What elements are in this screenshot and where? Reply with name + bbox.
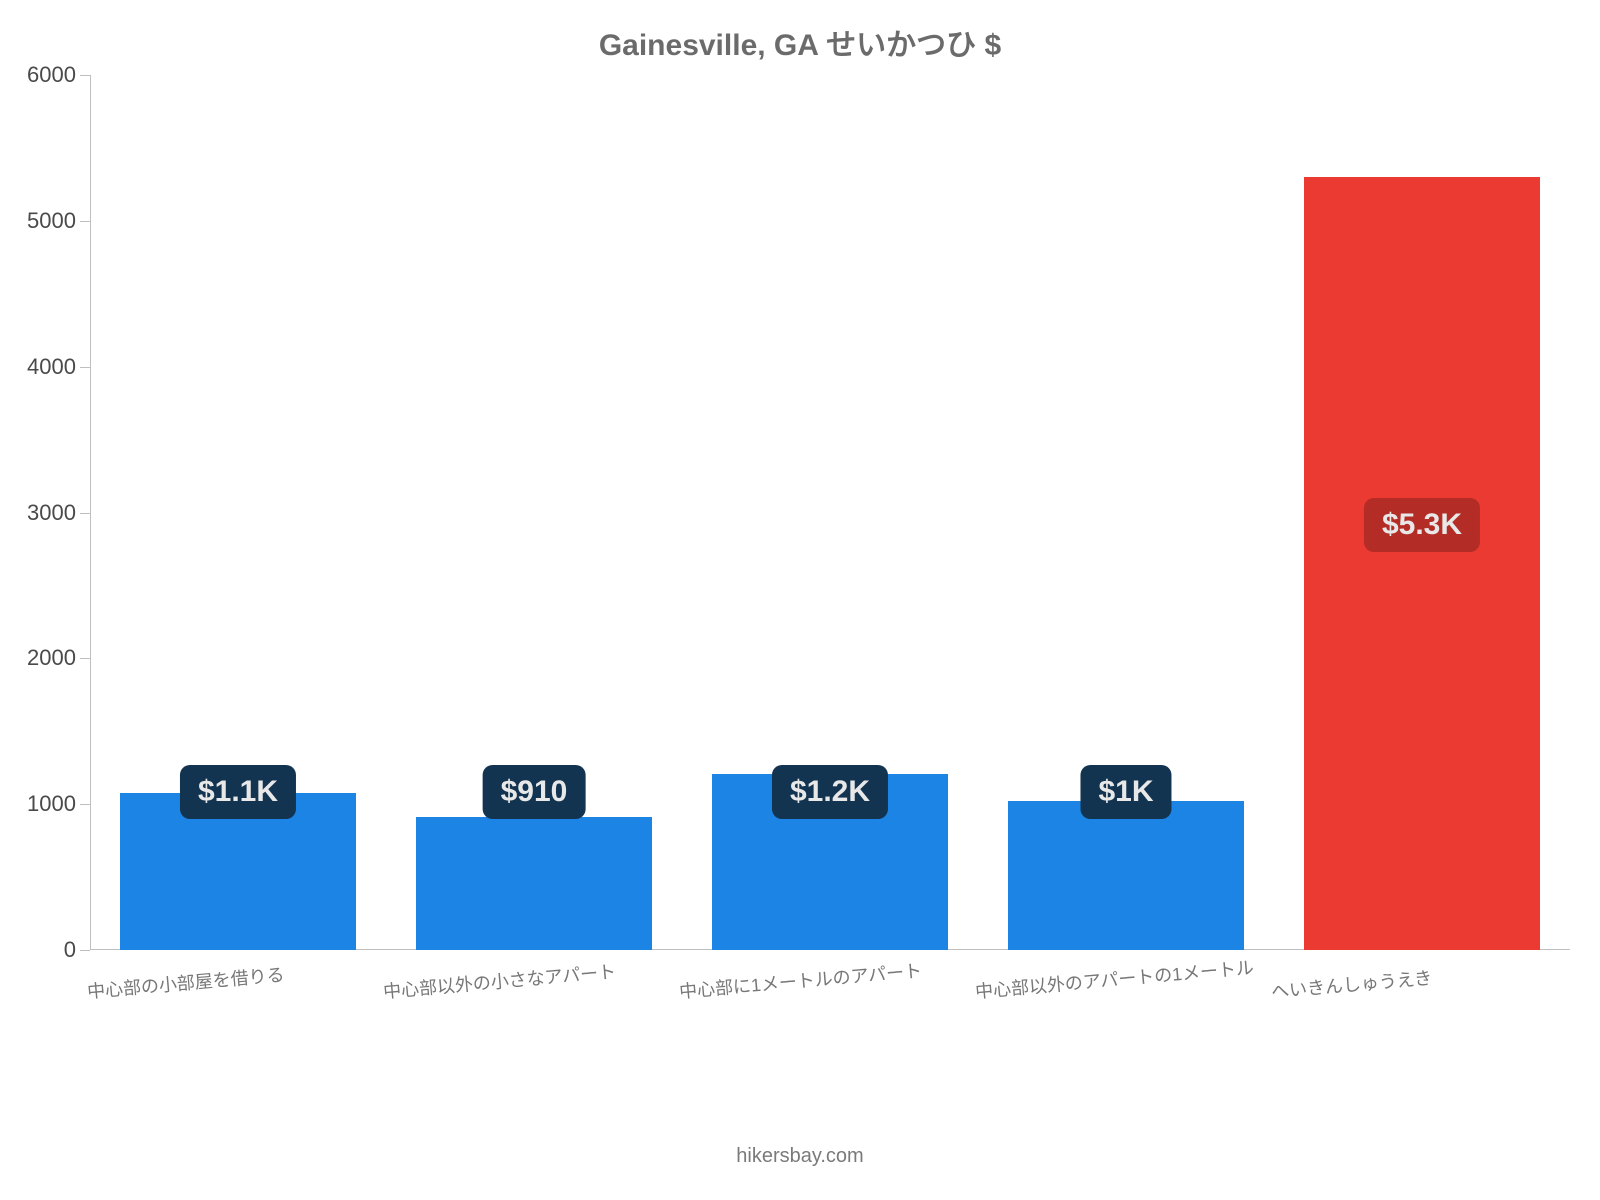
bar — [416, 817, 653, 950]
bar — [1304, 177, 1541, 950]
y-tick-label: 5000 — [27, 208, 90, 234]
x-axis-label: 中心部に1メートルのアパート — [678, 957, 923, 1004]
value-badge: $5.3K — [1364, 498, 1480, 552]
y-tick-label: 3000 — [27, 500, 90, 526]
value-badge: $1.2K — [772, 765, 888, 819]
y-tick-label: 1000 — [27, 791, 90, 817]
y-tick-label: 6000 — [27, 62, 90, 88]
chart-container: Gainesville, GA せいかつひ $ 0100020003000400… — [0, 0, 1600, 1200]
x-axis-label: 中心部以外のアパートの1メートル — [974, 954, 1255, 1004]
plot-area: 0100020003000400050006000$1.1K中心部の小部屋を借り… — [90, 75, 1570, 950]
y-axis — [90, 75, 91, 950]
x-axis-label: へいきんしゅうえき — [1270, 964, 1433, 1004]
y-tick-label: 0 — [64, 937, 90, 963]
value-badge: $910 — [483, 765, 586, 819]
chart-title: Gainesville, GA せいかつひ $ — [0, 20, 1600, 64]
attribution: hikersbay.com — [0, 1145, 1600, 1168]
y-tick-label: 4000 — [27, 354, 90, 380]
value-badge: $1K — [1080, 765, 1171, 819]
y-tick-label: 2000 — [27, 645, 90, 671]
x-axis-label: 中心部の小部屋を借りる — [86, 961, 286, 1004]
bar — [1008, 801, 1245, 950]
value-badge: $1.1K — [180, 765, 296, 819]
x-axis-label: 中心部以外の小さなアパート — [382, 958, 617, 1004]
